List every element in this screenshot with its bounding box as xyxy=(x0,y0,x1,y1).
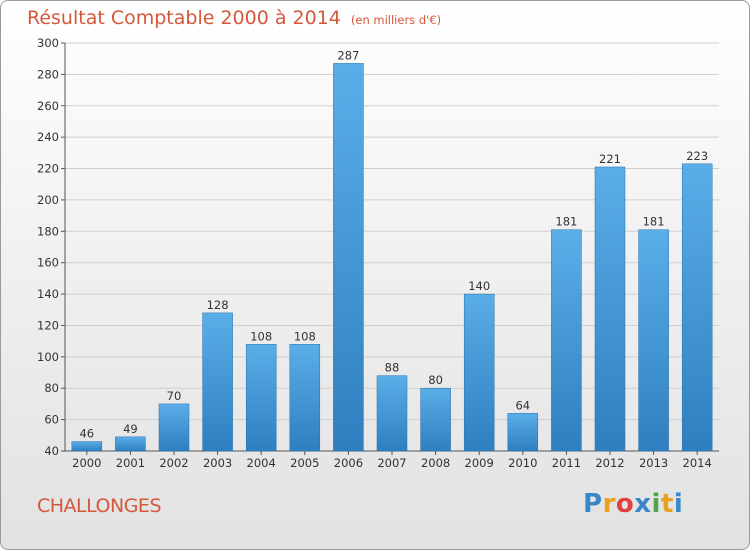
value-label-2001: 49 xyxy=(123,422,138,436)
bar-2002 xyxy=(158,403,190,452)
chart-title: Résultat Comptable 2000 à 2014 (en millie… xyxy=(27,7,441,29)
bar-2007 xyxy=(376,375,408,452)
value-label-2003: 128 xyxy=(207,298,229,312)
logo-letter: x xyxy=(634,489,652,519)
bar-2014 xyxy=(681,163,713,452)
x-tick-label-2001: 2001 xyxy=(116,456,145,470)
bar-2009 xyxy=(463,293,495,452)
bar-2006 xyxy=(333,63,364,452)
logo-letter: o xyxy=(615,489,635,519)
y-tick-label: 60 xyxy=(44,413,59,427)
logo-letter: t xyxy=(660,489,674,519)
value-label-2004: 108 xyxy=(250,329,272,343)
title-unit: (en milliers d'€) xyxy=(350,13,442,27)
value-label-2011: 181 xyxy=(555,215,577,229)
y-tick-label: 280 xyxy=(37,67,59,81)
x-tick-label-2011: 2011 xyxy=(552,456,581,470)
x-tick-label-2013: 2013 xyxy=(639,456,668,470)
x-tick-label-2005: 2005 xyxy=(290,456,319,470)
x-tick-label-2008: 2008 xyxy=(421,456,450,470)
bar-2012 xyxy=(594,166,626,452)
bar-2003 xyxy=(202,312,233,452)
y-tick-label: 240 xyxy=(37,130,59,144)
x-tick-label-2000: 2000 xyxy=(72,456,101,470)
x-tick-label-2006: 2006 xyxy=(334,456,363,470)
logo-letter: i xyxy=(673,489,684,519)
x-tick-label-2014: 2014 xyxy=(683,456,712,470)
value-label-2005: 108 xyxy=(294,329,316,343)
y-tick-label: 160 xyxy=(37,256,59,270)
logo-letter: i xyxy=(651,489,661,519)
y-tick-label: 260 xyxy=(37,99,59,113)
y-tick-label: 140 xyxy=(37,287,59,301)
y-tick-label: 300 xyxy=(37,36,59,50)
value-label-2007: 88 xyxy=(385,361,400,375)
x-tick-label-2002: 2002 xyxy=(159,456,188,470)
logo-letter: P xyxy=(583,489,603,519)
y-tick-label: 40 xyxy=(44,444,59,458)
value-label-2009: 140 xyxy=(468,279,490,293)
bar-2008 xyxy=(420,387,451,452)
x-tick-label-2010: 2010 xyxy=(508,456,537,470)
y-tick-label: 180 xyxy=(37,224,59,238)
value-label-2010: 64 xyxy=(515,398,530,412)
x-tick-label-2003: 2003 xyxy=(203,456,232,470)
value-label-2006: 287 xyxy=(337,48,359,62)
y-tick-label: 120 xyxy=(37,318,59,332)
bar-2010 xyxy=(507,413,539,452)
bar-2001 xyxy=(115,436,146,452)
value-label-2008: 80 xyxy=(428,373,443,387)
bar-2004 xyxy=(245,344,277,452)
bar-2011 xyxy=(551,229,582,452)
value-label-2000: 46 xyxy=(79,427,94,441)
value-label-2013: 181 xyxy=(643,215,665,229)
title-text: Résultat Comptable 2000 à 2014 xyxy=(27,7,341,29)
value-label-2002: 70 xyxy=(167,389,182,403)
y-tick-label: 220 xyxy=(37,162,59,176)
x-tick-label-2004: 2004 xyxy=(247,456,276,470)
y-tick-label: 200 xyxy=(37,193,59,207)
bar-2000 xyxy=(71,441,103,452)
bar-2013 xyxy=(638,229,669,452)
commune-name: CHALLONGES xyxy=(37,495,162,517)
logo-letter: r xyxy=(602,489,616,519)
x-tick-label-2012: 2012 xyxy=(595,456,624,470)
y-tick-label: 100 xyxy=(37,350,59,364)
value-label-2012: 221 xyxy=(599,152,621,166)
x-tick-label-2009: 2009 xyxy=(465,456,494,470)
proxiti-logo: Proxiti xyxy=(583,489,683,519)
y-tick-label: 80 xyxy=(44,381,59,395)
value-label-2014: 223 xyxy=(686,149,708,163)
bar-2005 xyxy=(289,344,321,452)
x-tick-label-2007: 2007 xyxy=(377,456,406,470)
